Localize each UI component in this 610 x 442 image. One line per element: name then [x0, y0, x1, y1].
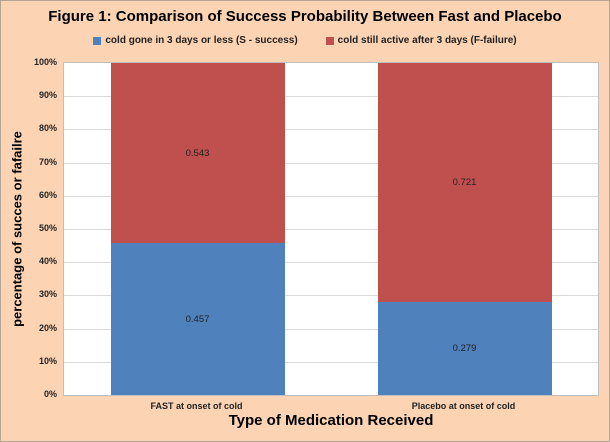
legend: cold gone in 3 days or less (S - success… — [1, 35, 609, 46]
y-tick-label: 60% — [38, 189, 57, 200]
gridline — [64, 262, 598, 264]
y-tick-label: 50% — [38, 223, 57, 233]
legend-swatch-blue-icon — [93, 36, 102, 45]
plot-area: 0.543 0.457 0.721 0.279 — [63, 62, 599, 396]
y-axis-ticks: 0% 10% 20% 30% 40% 50% 60% 70% 80% 90% 100% — [1, 1, 57, 441]
y-tick-label: 40% — [38, 256, 57, 267]
data-label: 0.721 — [452, 177, 477, 189]
data-label: 0.543 — [185, 147, 210, 159]
x-category-label: FAST at onset of cold — [150, 401, 243, 411]
legend-label-success: cold gone in 3 days or less (S - success… — [105, 35, 298, 46]
legend-label-failure: cold still active after 3 days (F-failur… — [337, 35, 517, 46]
y-tick-label: 20% — [38, 322, 57, 333]
gridline — [64, 361, 598, 363]
x-category-label: Placebo at onset of cold — [411, 401, 516, 411]
bar-segment: 0.457 — [110, 243, 285, 395]
gridline — [64, 96, 598, 98]
gridline — [64, 162, 598, 164]
gridline — [64, 295, 598, 297]
legend-swatch-red-icon — [325, 36, 334, 45]
y-tick-label: 0% — [43, 389, 57, 399]
y-tick-label: 10% — [38, 355, 57, 366]
y-tick-label: 30% — [38, 289, 57, 300]
gridline — [64, 129, 598, 131]
data-label: 0.457 — [185, 313, 210, 325]
gridline — [64, 195, 598, 197]
bar-segment: 0.543 — [110, 63, 285, 244]
bar-segment: 0.279 — [377, 302, 552, 395]
legend-item-success: cold gone in 3 days or less (S - success… — [93, 35, 298, 46]
chart-title: Figure 1: Comparison of Success Probabil… — [48, 8, 562, 25]
stacked-bar-placebo: 0.721 0.279 — [377, 63, 552, 395]
y-tick-label: 80% — [38, 123, 57, 134]
x-axis-title: Type of Medication Received — [228, 412, 434, 429]
data-label: 0.279 — [452, 343, 477, 355]
y-tick-label: 90% — [38, 90, 57, 101]
gridline — [64, 328, 598, 330]
y-tick-label: 100% — [33, 57, 57, 67]
y-tick-label: 70% — [38, 156, 57, 167]
bar-segment: 0.721 — [377, 63, 552, 303]
legend-item-failure: cold still active after 3 days (F-failur… — [325, 35, 517, 46]
stacked-bar-fast: 0.543 0.457 — [110, 63, 285, 395]
gridline — [64, 229, 598, 230]
